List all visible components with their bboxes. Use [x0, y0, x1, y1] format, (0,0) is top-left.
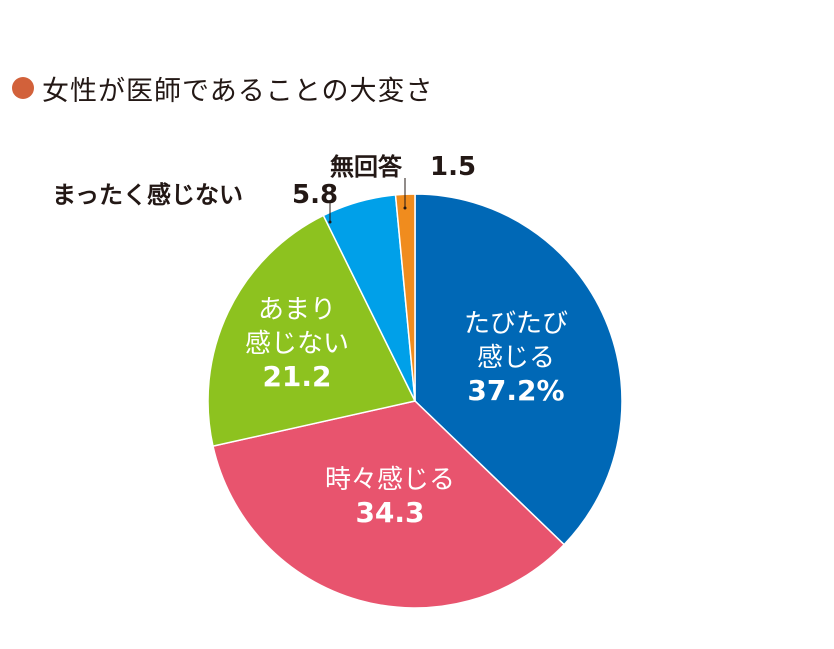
slice-value-1: 37.2%: [467, 374, 564, 407]
pie-slice-3: [207, 214, 417, 448]
leader-dot-4: [328, 220, 332, 224]
pie-slice-1: [414, 193, 623, 546]
slice-label-5: 無回答: [330, 153, 403, 181]
slice-value-3: 21.2: [262, 360, 331, 393]
leader-dot-5: [403, 206, 407, 210]
chart-title-text: 女性が医師であることの大変さ: [42, 75, 434, 107]
slice-value-2: 34.3: [355, 496, 424, 529]
chart-title: 女性が医師であることの大変さ: [12, 68, 433, 108]
slice-label-1: たびたび感じる 37.2%: [464, 309, 568, 407]
slice-label-4: まったく感じない: [52, 181, 243, 209]
title-bullet-icon: [12, 77, 34, 99]
slice-value-4: 5.8: [292, 180, 338, 210]
pie-slice-2: [212, 400, 566, 609]
slice-label-3: あまり感じない 21.2: [245, 295, 349, 393]
slice-label-2: 時々感じる 34.3: [325, 465, 455, 529]
slice-value-5: 1.5: [430, 152, 476, 182]
